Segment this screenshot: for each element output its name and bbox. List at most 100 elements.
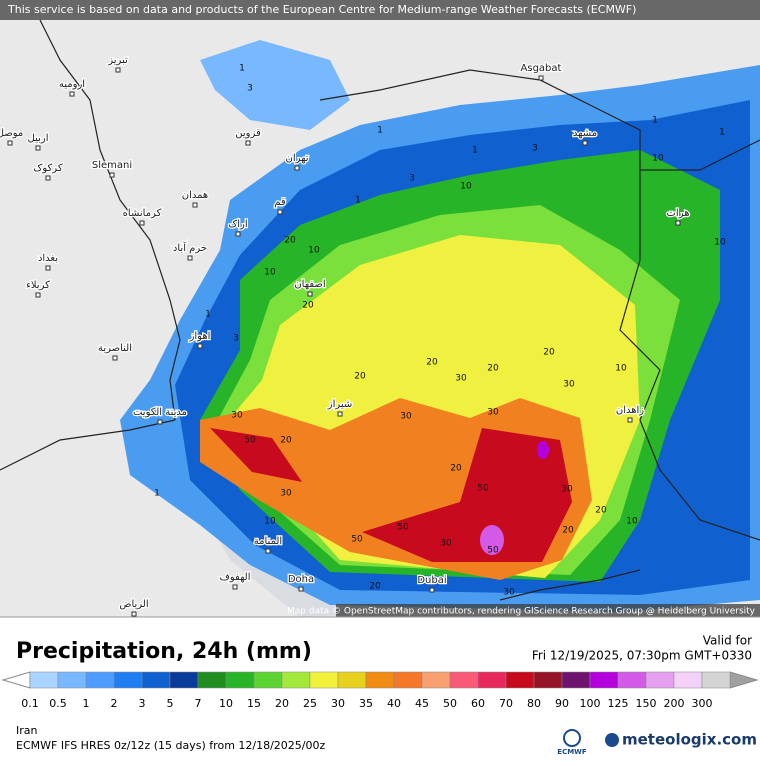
city-dot — [429, 587, 435, 593]
precip-50a — [210, 428, 302, 482]
region: Iran — [16, 724, 38, 737]
legend-swatch — [421, 671, 451, 689]
city-dot — [69, 91, 75, 97]
city-label: کرمانشاه — [123, 208, 162, 219]
contour-label: 3 — [247, 84, 253, 94]
legend-label: 150 — [636, 697, 657, 710]
city-dot — [131, 611, 137, 617]
map: This service is based on data and produc… — [0, 0, 760, 617]
contour-label: 30 — [231, 411, 243, 421]
legend-label: 3 — [139, 697, 146, 710]
contour-label: 1 — [355, 196, 361, 206]
legend-swatch — [645, 671, 675, 689]
city-dot — [675, 220, 681, 226]
legend-label: 30 — [331, 697, 345, 710]
city-label: مشهد — [573, 128, 597, 139]
legend-swatch — [85, 671, 115, 689]
city-label: هرات — [667, 208, 690, 219]
legend-swatch — [309, 671, 339, 689]
border-afghan — [640, 139, 760, 171]
border-saudi — [0, 419, 176, 471]
notice-bar — [0, 0, 760, 20]
city-label: الهفوف — [219, 572, 250, 583]
legend-label: 20 — [275, 697, 289, 710]
contour-label: 1 — [719, 128, 725, 138]
city-label: Dubai — [417, 575, 446, 586]
contour-label: 20 — [280, 436, 292, 446]
city-label: Slemani — [92, 160, 132, 171]
city-label: تهران — [285, 153, 308, 164]
city-dot — [538, 75, 544, 81]
borders — [0, 19, 760, 601]
city-label: اصفهان — [294, 279, 325, 290]
legend-swatch — [337, 671, 367, 689]
city-dot — [157, 419, 163, 425]
legend-label: 200 — [664, 697, 685, 710]
attribution-bar — [336, 604, 760, 617]
city-dot — [294, 165, 300, 171]
legend-swatch — [57, 671, 87, 689]
legend-label: 300 — [692, 697, 713, 710]
legend-swatch — [29, 671, 59, 689]
contour-label: 10 — [652, 154, 664, 164]
city-label: الرياض — [119, 599, 148, 610]
legend-label: 25 — [303, 697, 317, 710]
legend-swatch — [701, 671, 731, 689]
city-dot — [277, 209, 283, 215]
contour-label: 20 — [450, 464, 462, 474]
city-dot — [35, 145, 41, 151]
legend-swatch — [253, 671, 283, 689]
legend-swatch — [141, 671, 171, 689]
contour-label: 20 — [302, 301, 314, 311]
city-dot — [627, 417, 633, 423]
precip-caspian — [200, 40, 350, 130]
legend-label: 35 — [359, 697, 373, 710]
legend-label: 70 — [499, 697, 513, 710]
contour-label: 3 — [409, 174, 415, 184]
contour-label: 10 — [460, 182, 472, 192]
contour-label: 30 — [455, 374, 467, 384]
city-dot — [232, 584, 238, 590]
border-oman — [499, 569, 641, 601]
legend-swatch — [477, 671, 507, 689]
city-dot — [265, 548, 271, 554]
contour-label: 20 — [562, 526, 574, 536]
contour-label: 10 — [615, 364, 627, 374]
legend-label: 125 — [608, 697, 629, 710]
city-dot — [298, 586, 304, 592]
contour-label: 30 — [400, 412, 412, 422]
legend-label: 0.5 — [49, 697, 67, 710]
city-label: Asgabat — [521, 63, 562, 74]
legend-swatch — [393, 671, 423, 689]
legend-swatch — [281, 671, 311, 689]
city-label: قم — [274, 197, 286, 208]
contour-label: 1 — [205, 310, 211, 320]
city-dot — [45, 265, 51, 271]
city-label: قزوین — [235, 128, 261, 139]
precip-100a — [480, 525, 504, 555]
contour-label: 30 — [503, 588, 515, 598]
legend-label: 100 — [580, 697, 601, 710]
legend: 0.1 0.5 1 2 3 5 7 10 15 20 25 30 35 40 45 50 60 70 80 90 100… — [1, 671, 759, 710]
ecmwf-logo: ECMWF — [557, 748, 587, 756]
city-dot — [245, 140, 251, 146]
city-label: شیراز — [327, 399, 353, 410]
model-info: ECMWF IFS HRES 0z/12z (15 days) from 12/… — [16, 739, 326, 752]
contour-label: 1 — [239, 64, 245, 74]
contour-label: 10 — [626, 517, 638, 527]
contour-label: 10 — [264, 268, 276, 278]
contour-label: 1 — [377, 126, 383, 136]
city-dot — [307, 291, 313, 297]
legend-label: 40 — [387, 697, 401, 710]
city-dot — [192, 202, 198, 208]
city-label: اربیل — [28, 133, 49, 144]
city-dot — [7, 140, 13, 146]
contour-label: 1 — [472, 146, 478, 156]
city-label: ارومیه — [59, 79, 85, 90]
city-label: همدان — [182, 190, 208, 201]
contour-label: 50 — [477, 484, 489, 494]
contour-label: 20 — [487, 364, 499, 374]
city-label: کرکوک — [33, 163, 62, 174]
city-label: زاهدان — [616, 405, 644, 416]
